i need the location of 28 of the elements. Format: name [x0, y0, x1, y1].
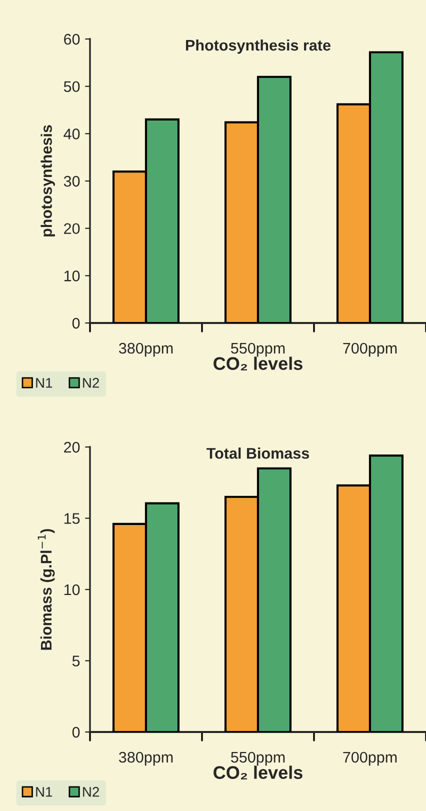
y-tick-label: 10: [64, 270, 80, 282]
y-tick-label: 30: [64, 176, 80, 187]
x-tick-label: 700ppm: [343, 342, 397, 357]
y-tick-label: 5: [72, 656, 80, 666]
legend-label: N2: [83, 786, 99, 797]
y-tick-label: 0: [72, 318, 80, 329]
legend-label: N1: [36, 378, 52, 388]
y-tick-label: 20: [64, 223, 80, 234]
y-tick-label: 10: [64, 584, 80, 596]
y-tick-label: 40: [64, 128, 80, 140]
y-axis-title: photosynthesis: [40, 125, 55, 236]
x-axis-title: CO₂ levels: [214, 356, 302, 370]
x-tick-label: 550ppm: [231, 342, 285, 357]
y-tick-label: 60: [64, 34, 80, 45]
legend-label: N1: [36, 787, 52, 797]
x-tick-label: 700ppm: [343, 752, 397, 766]
x-axis-title: CO₂ levels: [214, 766, 302, 780]
chart-title: Photosynthesis rate: [186, 39, 330, 54]
y-tick-label: 15: [64, 513, 80, 524]
y-axis-title: Biomass (g.Pl$^{−1}$): [38, 529, 55, 650]
y-tick-label: 0: [72, 726, 80, 738]
y-tick-label: 20: [64, 442, 80, 453]
x-tick-label: 380ppm: [118, 342, 173, 357]
x-tick-label: 380ppm: [118, 752, 173, 766]
legend-label: N2: [83, 378, 99, 388]
chart-title: Total Biomass: [206, 448, 310, 459]
x-tick-label: 550ppm: [231, 752, 285, 766]
y-tick-label: 50: [64, 81, 80, 92]
